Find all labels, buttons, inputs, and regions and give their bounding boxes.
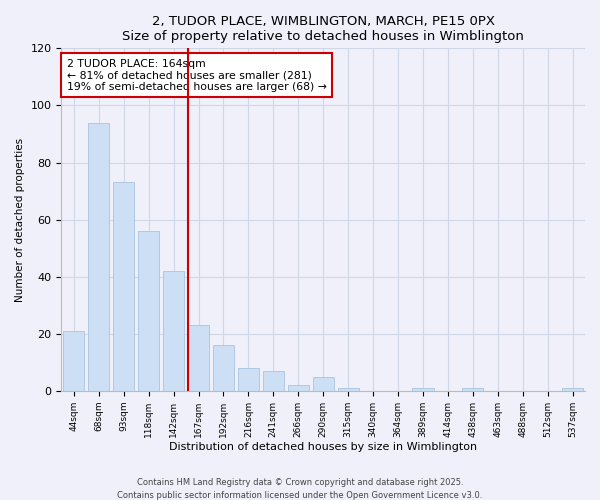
Bar — [313, 376, 334, 391]
Text: 2 TUDOR PLACE: 164sqm
← 81% of detached houses are smaller (281)
19% of semi-det: 2 TUDOR PLACE: 164sqm ← 81% of detached … — [67, 58, 326, 92]
Bar — [138, 231, 159, 391]
X-axis label: Distribution of detached houses by size in Wimblington: Distribution of detached houses by size … — [169, 442, 477, 452]
Bar — [338, 388, 359, 391]
Bar — [412, 388, 434, 391]
Bar — [163, 271, 184, 391]
Bar — [462, 388, 484, 391]
Y-axis label: Number of detached properties: Number of detached properties — [15, 138, 25, 302]
Text: Contains HM Land Registry data © Crown copyright and database right 2025.
Contai: Contains HM Land Registry data © Crown c… — [118, 478, 482, 500]
Bar — [63, 331, 85, 391]
Bar — [88, 122, 109, 391]
Bar — [213, 345, 234, 391]
Bar — [238, 368, 259, 391]
Bar — [263, 371, 284, 391]
Bar — [188, 325, 209, 391]
Title: 2, TUDOR PLACE, WIMBLINGTON, MARCH, PE15 0PX
Size of property relative to detach: 2, TUDOR PLACE, WIMBLINGTON, MARCH, PE15… — [122, 15, 524, 43]
Bar — [113, 182, 134, 391]
Bar — [562, 388, 583, 391]
Bar — [287, 385, 309, 391]
